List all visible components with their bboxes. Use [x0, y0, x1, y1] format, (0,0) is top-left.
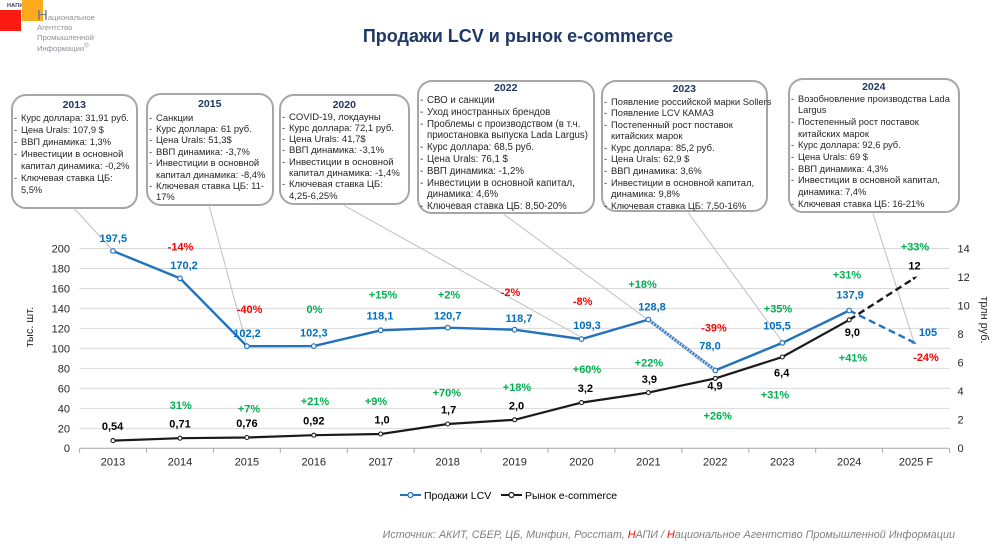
- svg-text:2015: 2015: [235, 457, 259, 469]
- svg-text:2014: 2014: [168, 457, 192, 469]
- svg-text:0,54: 0,54: [102, 421, 124, 433]
- svg-text:Рынок e-commerce: Рынок e-commerce: [525, 490, 617, 502]
- svg-text:109,3: 109,3: [573, 320, 601, 332]
- svg-text:+35%: +35%: [764, 304, 793, 316]
- svg-text:60: 60: [58, 383, 70, 395]
- svg-text:160: 160: [52, 283, 70, 295]
- svg-text:-40%: -40%: [237, 304, 263, 316]
- svg-text:2016: 2016: [302, 457, 326, 469]
- svg-text:-8%: -8%: [573, 296, 593, 308]
- svg-text:6,4: 6,4: [774, 368, 790, 380]
- svg-text:2018: 2018: [435, 457, 459, 469]
- svg-text:+15%: +15%: [369, 290, 398, 302]
- svg-text:14: 14: [958, 243, 970, 255]
- svg-text:105: 105: [919, 327, 937, 339]
- svg-text:2020: 2020: [569, 457, 593, 469]
- svg-text:+31%: +31%: [833, 270, 862, 282]
- svg-text:100: 100: [52, 343, 70, 355]
- svg-text:140: 140: [52, 303, 70, 315]
- svg-text:+31%: +31%: [761, 390, 790, 402]
- svg-text:10: 10: [958, 301, 970, 313]
- svg-text:+41%: +41%: [839, 353, 868, 365]
- svg-text:+9%: +9%: [365, 396, 388, 408]
- svg-text:3,9: 3,9: [642, 374, 657, 386]
- svg-text:120,7: 120,7: [434, 311, 462, 323]
- svg-text:+33%: +33%: [901, 242, 930, 254]
- svg-text:102,2: 102,2: [233, 328, 261, 340]
- svg-text:2025 F: 2025 F: [899, 457, 934, 469]
- svg-text:2,0: 2,0: [509, 400, 524, 412]
- svg-text:0,92: 0,92: [303, 416, 324, 428]
- svg-text:0,71: 0,71: [169, 419, 190, 431]
- svg-text:трлн руб.: трлн руб.: [978, 296, 990, 343]
- svg-text:тыс. шт.: тыс. шт.: [24, 307, 36, 347]
- svg-text:0: 0: [64, 443, 70, 455]
- svg-text:2024: 2024: [837, 457, 861, 469]
- svg-text:6: 6: [958, 358, 964, 370]
- svg-text:9,0: 9,0: [845, 327, 860, 339]
- svg-text:12: 12: [908, 261, 920, 273]
- svg-text:0,76: 0,76: [236, 418, 257, 430]
- svg-text:118,7: 118,7: [506, 313, 533, 325]
- svg-text:80: 80: [58, 363, 70, 375]
- svg-text:4: 4: [958, 386, 964, 398]
- svg-text:+26%: +26%: [703, 411, 732, 423]
- svg-text:1,0: 1,0: [374, 415, 389, 427]
- svg-text:102,3: 102,3: [300, 327, 328, 339]
- svg-text:2019: 2019: [502, 457, 526, 469]
- svg-text:2017: 2017: [368, 457, 392, 469]
- svg-text:2023: 2023: [770, 457, 794, 469]
- svg-text:197,5: 197,5: [100, 233, 128, 245]
- svg-text:3,2: 3,2: [578, 383, 593, 395]
- svg-text:-24%: -24%: [913, 352, 939, 364]
- svg-text:20: 20: [58, 423, 70, 435]
- svg-text:Продажи LCV: Продажи LCV: [424, 490, 491, 502]
- svg-text:120: 120: [52, 323, 70, 335]
- svg-text:137,9: 137,9: [836, 289, 864, 301]
- svg-text:+70%: +70%: [433, 387, 462, 399]
- svg-text:40: 40: [58, 403, 70, 415]
- svg-text:+22%: +22%: [635, 358, 664, 370]
- svg-text:+18%: +18%: [628, 279, 657, 291]
- svg-text:2022: 2022: [703, 457, 727, 469]
- svg-text:128,8: 128,8: [638, 302, 666, 314]
- svg-text:170,2: 170,2: [170, 260, 198, 272]
- svg-text:-14%: -14%: [168, 241, 194, 253]
- svg-text:-2%: -2%: [501, 287, 521, 299]
- svg-text:1,7: 1,7: [441, 405, 456, 417]
- svg-text:-39%: -39%: [701, 322, 727, 334]
- svg-text:12: 12: [958, 272, 970, 284]
- svg-text:8: 8: [958, 329, 964, 341]
- svg-text:4,9: 4,9: [707, 380, 722, 392]
- svg-text:+7%: +7%: [238, 404, 261, 416]
- svg-text:+18%: +18%: [503, 382, 532, 394]
- svg-text:2: 2: [958, 415, 964, 427]
- svg-text:0%: 0%: [307, 304, 323, 316]
- svg-text:180: 180: [52, 263, 70, 275]
- svg-text:78,0: 78,0: [699, 341, 720, 353]
- svg-text:+2%: +2%: [438, 290, 461, 302]
- svg-text:+21%: +21%: [301, 396, 330, 408]
- svg-text:+60%: +60%: [573, 364, 602, 376]
- svg-text:105,5: 105,5: [763, 321, 791, 333]
- svg-text:0: 0: [958, 443, 964, 455]
- svg-text:31%: 31%: [170, 400, 192, 412]
- svg-text:2013: 2013: [101, 457, 125, 469]
- svg-text:2021: 2021: [636, 457, 660, 469]
- svg-text:118,1: 118,1: [367, 311, 394, 323]
- svg-text:200: 200: [52, 243, 70, 255]
